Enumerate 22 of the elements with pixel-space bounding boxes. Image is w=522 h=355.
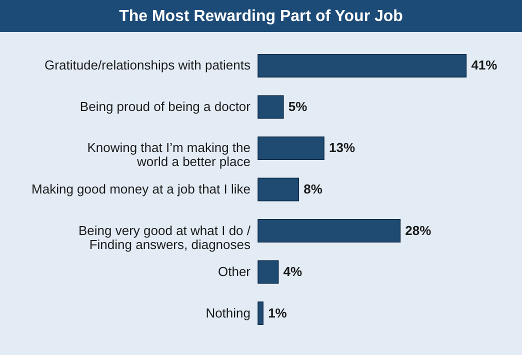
bar <box>258 260 279 284</box>
y-tick-label: Knowing that I’m making the world a better place <box>87 140 250 170</box>
data-label: 5% <box>288 98 308 114</box>
data-label: 1% <box>268 305 288 320</box>
data-label: 28% <box>405 222 432 238</box>
bar <box>258 178 300 202</box>
y-tick-label: Being proud of being a doctor <box>80 98 252 114</box>
bar <box>258 95 284 119</box>
bar <box>258 136 324 160</box>
data-label: 4% <box>283 264 303 280</box>
y-tick-label: Nothing <box>206 305 250 320</box>
chart-title: The Most Rewarding Part of Your Job <box>119 8 404 25</box>
y-tick-label: Being very good at what I do / Finding answers, diagnoses <box>78 222 251 252</box>
y-tick-label: Gratitude/relationships with patients <box>44 58 251 73</box>
y-tick-label: Other <box>218 264 252 280</box>
bar <box>258 54 467 78</box>
bar <box>258 302 264 326</box>
bar <box>258 219 401 243</box>
data-label: 8% <box>304 182 323 196</box>
data-label: 41% <box>471 58 498 73</box>
y-tick-label: Making good money at a job that I like <box>32 182 250 196</box>
data-label: 13% <box>329 140 356 156</box>
